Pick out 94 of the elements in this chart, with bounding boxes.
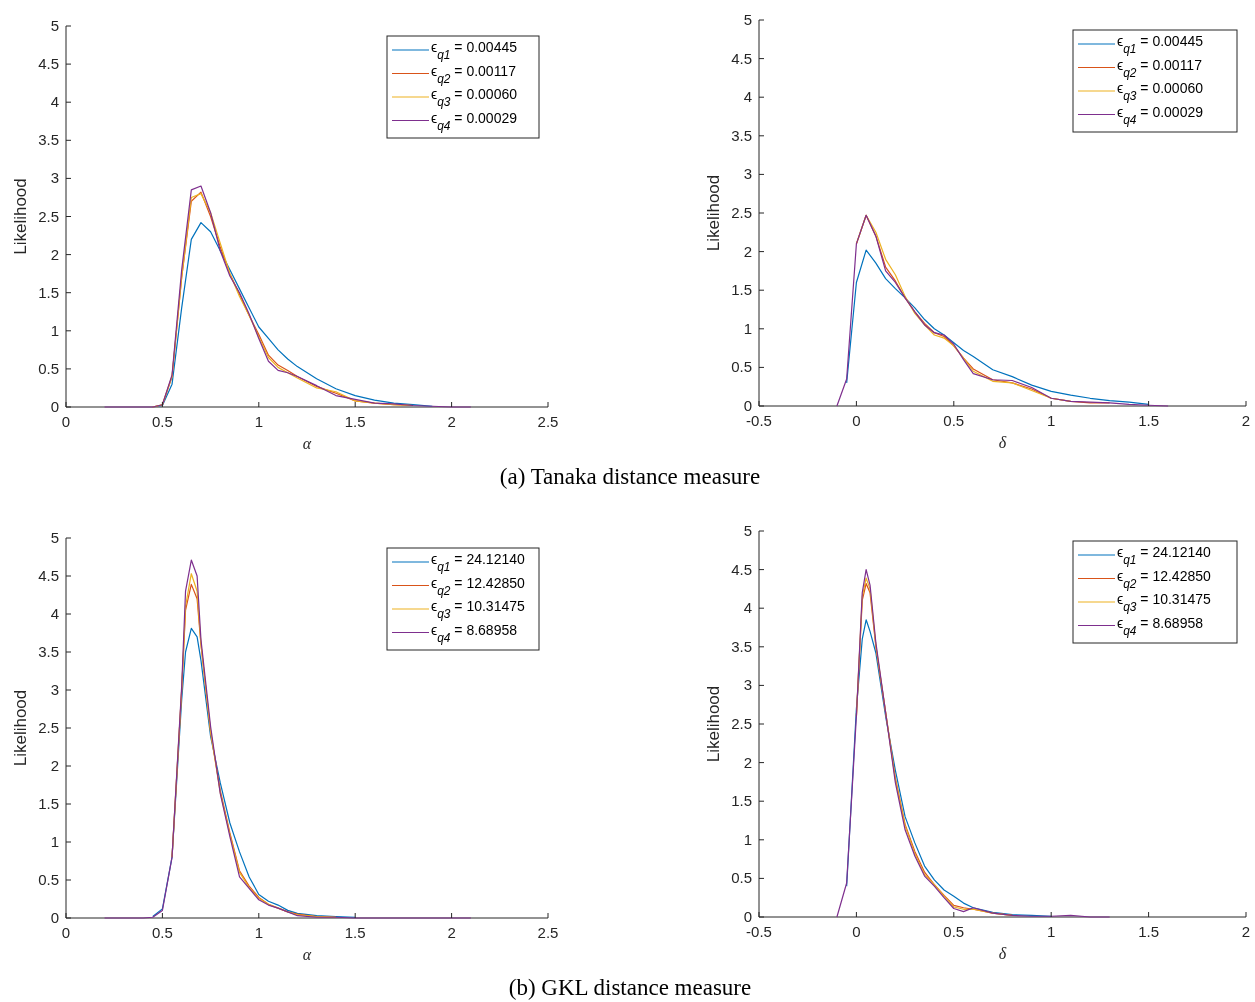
y-axis-title: Likelihood <box>11 178 30 255</box>
y-tick-label: 1 <box>50 833 59 850</box>
y-tick-label: 3.5 <box>38 131 59 149</box>
x-tick-label: 2 <box>1241 412 1251 429</box>
legend-label: ϵ$_{q1}$ = 0.00445 <box>431 39 518 62</box>
x-tick-label: 0.5 <box>151 924 173 941</box>
legend-label: ϵ$_{q4}$ = 0.00029 <box>1117 103 1204 127</box>
y-tick-label: 3.5 <box>38 643 59 660</box>
y-tick-label: 0.5 <box>38 359 59 377</box>
legend-label: ϵ$_{q2}$ = 0.00117 <box>1117 56 1203 80</box>
x-axis-title: δ <box>998 434 1007 451</box>
y-tick-label: 2 <box>50 757 59 774</box>
x-tick-label: 1 <box>1047 923 1056 940</box>
x-tick-label: 1.5 <box>1138 412 1160 429</box>
y-tick-label: 0 <box>743 908 752 925</box>
y-tick-label: 3 <box>743 676 752 694</box>
y-tick-label: 1 <box>50 321 59 339</box>
y-tick-label: 4 <box>50 605 59 622</box>
y-axis-title: Likelihood <box>11 689 30 767</box>
y-tick-label: 3 <box>50 681 59 698</box>
y-tick-label: 5 <box>743 11 752 28</box>
y-tick-label: 2.5 <box>38 207 59 225</box>
y-tick-label: 2 <box>743 242 752 260</box>
x-tick-label: 0.5 <box>151 413 173 430</box>
y-tick-label: 3 <box>743 165 752 183</box>
y-tick-label: 2.5 <box>38 719 59 736</box>
legend-label: ϵ$_{q4}$ = 0.00029 <box>431 109 518 133</box>
x-tick-label: 1.5 <box>344 413 366 430</box>
y-tick-label: 2.5 <box>731 715 752 732</box>
x-axis-title: δ <box>998 945 1007 962</box>
y-axis-title: Likelihood <box>704 174 723 252</box>
legend-label: ϵ$_{q1}$ = 24.12140 <box>1117 544 1211 567</box>
x-tick-label: 0 <box>852 412 861 429</box>
x-tick-label: 0 <box>852 923 861 940</box>
y-axis-title: Likelihood <box>704 685 723 763</box>
y-tick-label: 4.5 <box>38 567 59 584</box>
legend-label: ϵ$_{q4}$ = 8.68958 <box>1117 614 1204 638</box>
legend-label: ϵ$_{q3}$ = 10.31475 <box>431 598 525 621</box>
x-tick-label: 2 <box>447 413 456 430</box>
x-tick-label: 2 <box>447 924 456 941</box>
y-tick-label: 1 <box>743 830 752 848</box>
x-tick-label: -0.5 <box>746 923 772 940</box>
legend-label: ϵ$_{q2}$ = 12.42850 <box>1117 567 1211 591</box>
x-tick-label: 1 <box>1047 412 1056 429</box>
y-tick-label: 4 <box>743 599 752 617</box>
x-axis-title: α <box>302 946 312 963</box>
text: (b) GKL distance measure <box>508 975 752 1000</box>
y-tick-label: 0 <box>50 398 59 415</box>
x-tick-label: 0 <box>61 413 71 430</box>
y-tick-label: 0 <box>743 397 752 414</box>
x-tick-label: 1.5 <box>344 924 366 941</box>
text: (a) Tanaka distance measure <box>499 464 761 489</box>
y-tick-label: 2 <box>50 245 59 263</box>
y-tick-label: 4 <box>743 88 752 106</box>
legend-label: ϵ$_{q2}$ = 12.42850 <box>431 574 525 598</box>
legend-label: ϵ$_{q3}$ = 0.00060 <box>1117 80 1204 103</box>
legend-label: ϵ$_{q3}$ = 10.31475 <box>1117 591 1211 614</box>
y-tick-label: 1 <box>743 319 752 337</box>
x-tick-label: -0.5 <box>746 412 772 429</box>
y-tick-label: 1.5 <box>38 283 59 301</box>
y-tick-label: 1.5 <box>38 795 59 812</box>
x-axis-title: α <box>302 435 312 452</box>
y-tick-label: 0.5 <box>38 871 59 888</box>
y-tick-label: 3.5 <box>731 637 752 655</box>
x-tick-label: 1.5 <box>1138 923 1160 940</box>
y-tick-label: 3 <box>50 169 59 187</box>
y-tick-label: 0 <box>50 909 59 926</box>
y-tick-label: 0.5 <box>731 358 752 376</box>
y-tick-label: 4.5 <box>731 49 752 67</box>
x-tick-label: 1 <box>254 413 263 430</box>
x-tick-label: 0 <box>61 924 71 941</box>
y-tick-label: 0.5 <box>731 869 752 887</box>
legend-label: ϵ$_{q4}$ = 8.68958 <box>431 621 518 645</box>
y-tick-label: 1.5 <box>731 281 752 299</box>
y-tick-label: 1.5 <box>731 792 752 810</box>
y-tick-label: 4 <box>50 93 59 111</box>
x-tick-label: 1 <box>254 924 263 941</box>
y-tick-label: 2.5 <box>731 204 752 221</box>
y-tick-label: 5 <box>743 522 752 539</box>
y-tick-label: 2 <box>743 753 752 771</box>
y-tick-label: 4.5 <box>731 560 752 578</box>
legend-label: ϵ$_{q3}$ = 0.00060 <box>431 86 518 109</box>
x-tick-label: 2.5 <box>537 924 559 941</box>
legend-label: ϵ$_{q1}$ = 0.00445 <box>1117 33 1204 56</box>
y-tick-label: 3.5 <box>731 126 752 144</box>
y-tick-label: 5 <box>50 529 59 546</box>
x-tick-label: 2.5 <box>537 413 559 430</box>
y-tick-label: 5 <box>50 17 59 34</box>
legend-label: ϵ$_{q1}$ = 24.12140 <box>431 551 525 574</box>
y-tick-label: 4.5 <box>38 55 59 73</box>
x-tick-label: 0.5 <box>943 412 965 429</box>
legend-label: ϵ$_{q2}$ = 0.00117 <box>431 62 517 86</box>
x-tick-label: 0.5 <box>943 923 965 940</box>
x-tick-label: 2 <box>1241 923 1251 940</box>
